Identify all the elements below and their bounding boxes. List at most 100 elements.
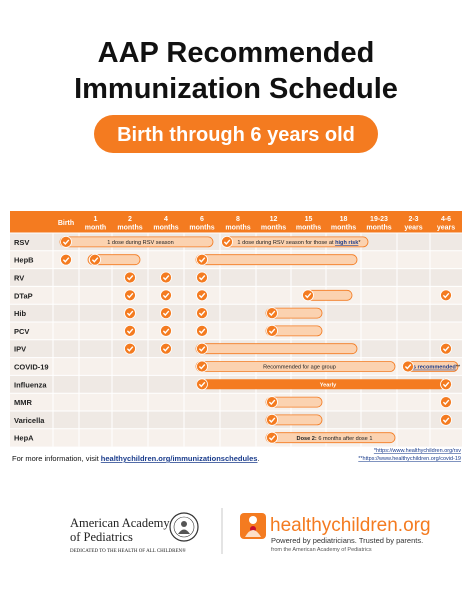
check-circle [402,360,414,373]
check-circle [124,289,136,302]
note-part[interactable]: As recommended [409,365,457,371]
check-circle [266,324,278,337]
column-header: months [296,224,321,231]
check-circle [302,289,314,302]
note-part[interactable]: high risk [335,240,359,246]
bar-note: Recommended for age group [263,365,336,371]
bar [87,254,141,266]
check-mark [126,328,134,334]
check-circle [440,413,452,426]
row-label: Hib [14,309,27,318]
check-mark [126,310,134,317]
column-header: months [189,224,214,231]
dose-check [196,307,208,320]
aap-name: American Academy [70,516,170,530]
check-mark [162,346,170,352]
dose-check [124,307,136,320]
more-info-link[interactable]: healthychildren.org/immunizationschedule… [101,454,258,463]
column-header: 12 [270,216,278,223]
dose-check [440,396,452,409]
check-mark [404,364,412,370]
aap-tagline: DEDICATED TO THE HEALTH OF ALL CHILDREN® [70,548,186,554]
hc-logo-icon [240,513,266,539]
row-bg [10,286,462,305]
check-circle [266,307,278,320]
dose-check [124,324,136,337]
check-circle [196,307,208,320]
more-info: For more information, visit healthychild… [12,454,260,463]
row-bg [10,322,462,340]
check-mark [91,257,99,263]
check-circle [160,271,172,284]
note-part: * [358,240,361,246]
row-label: MMR [14,398,32,407]
check-mark [126,275,134,281]
check-circle [60,253,72,266]
check-circle [124,307,136,320]
row-label: IPV [14,345,26,354]
dose-check [266,431,278,444]
note-part: Recommended for age group [263,365,336,371]
dose-check [266,413,278,426]
column-header: months [331,224,356,231]
check-circle [160,289,172,302]
bar [195,254,358,266]
check-mark [304,292,312,299]
check-circle [266,413,278,426]
column-header: month [85,224,106,231]
dose-check [160,324,172,337]
header-bg [10,211,462,233]
bar [195,343,358,355]
check-mark [198,257,206,263]
aap-seal [169,512,199,542]
bar [265,325,323,337]
check-mark [198,381,206,388]
footnote[interactable]: **https://www.healthychildren.org/covid-… [358,456,461,462]
check-mark [62,257,70,263]
dose-check [124,342,136,355]
check-mark [126,292,134,299]
note-part: 1 dose during RSV season for those at [237,240,335,246]
dose-check [402,360,414,373]
check-circle [124,271,136,284]
check-mark [198,328,206,334]
hc-from: from the American Academy of Pediatrics [271,547,372,553]
note-part: 1 dose during RSV season [107,240,174,246]
check-circle [196,378,208,391]
check-circle [266,396,278,409]
dose-check [124,271,136,284]
column-header: months [366,224,391,231]
footnote[interactable]: *https://www.healthychildren.org/rsv [374,448,461,454]
row-label: HepB [14,256,34,265]
row-bg [10,304,462,322]
bar-note: Dose 2: 6 months after dose 1 [297,436,373,442]
column-header: 6 [200,216,204,223]
dose-check [196,342,208,355]
row-bg [10,393,462,411]
check-circle [124,324,136,337]
check-mark [198,364,206,370]
check-circle [196,342,208,355]
check-circle [160,324,172,337]
check-circle [196,324,208,337]
check-mark [162,328,170,334]
check-mark [442,399,450,406]
dose-check [196,271,208,284]
hc-name: healthychildren.org [270,515,431,536]
bar [265,432,396,444]
dose-check [196,360,208,373]
hc-tagline: Powered by pediatricians. Trusted by par… [271,536,423,545]
more-info-text: For more information, visit [12,454,101,463]
check-mark [268,310,276,317]
check-circle [266,431,278,444]
column-header: 18 [340,216,348,223]
check-mark [198,310,206,317]
check-mark [198,346,206,352]
note-part: ** [456,365,461,371]
dose-check [60,235,72,248]
bar [265,307,323,319]
check-circle [440,289,452,302]
bar-note: 1 dose during RSV season [107,240,174,246]
check-circle [89,253,101,266]
check-mark [198,275,206,281]
